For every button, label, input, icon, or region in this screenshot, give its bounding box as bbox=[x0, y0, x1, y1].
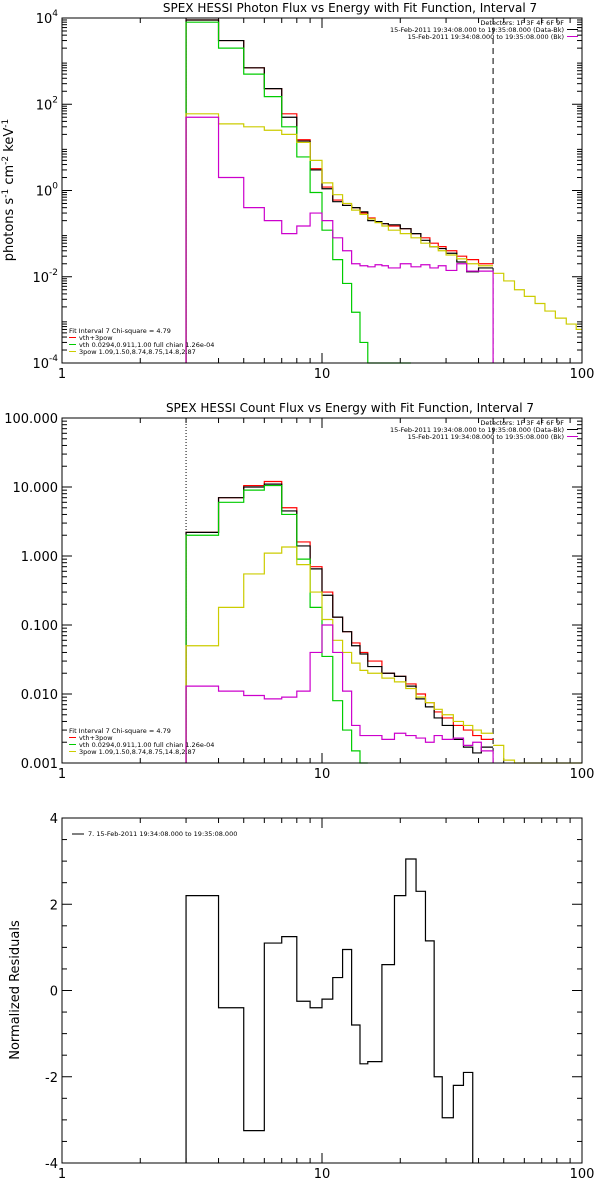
series-vth bbox=[185, 484, 368, 764]
plot-frame bbox=[61, 817, 583, 1164]
y-tick-label: 2 bbox=[50, 898, 58, 913]
panel-title: SPEX HESSI Photon Flux vs Energy with Fi… bbox=[163, 1, 537, 15]
plot-frame bbox=[61, 17, 583, 364]
y-tick-label: 0.001 bbox=[21, 757, 58, 772]
x-tick-label: 100 bbox=[570, 367, 595, 382]
series-vth-3pow bbox=[185, 480, 494, 763]
x-tick-label: 10 bbox=[314, 1167, 331, 1182]
series-3pow bbox=[185, 113, 494, 363]
y-tick-label: 10-4 bbox=[32, 354, 58, 372]
series-bk bbox=[185, 116, 494, 363]
y-tick-label: 10.000 bbox=[13, 481, 59, 496]
legend-entry: Detectors: 1F 3F 4F 6F 9F bbox=[480, 419, 564, 427]
series-3pow-extension bbox=[493, 272, 582, 331]
panel-title: SPEX HESSI Count Flux vs Energy with Fit… bbox=[166, 401, 534, 415]
plot-frame bbox=[61, 417, 583, 764]
y-tick-label: 100.000 bbox=[4, 412, 58, 427]
y-tick-label: 1.000 bbox=[21, 550, 58, 565]
legend-entry: 7. 15-Feb-2011 19:34:08.000 to 19:35:08.… bbox=[88, 830, 237, 838]
y-axis-label: Normalized Residuals bbox=[8, 920, 23, 1060]
series-vth bbox=[185, 21, 412, 364]
y-tick-label: 104 bbox=[36, 9, 59, 27]
photon-flux-panel: SPEX HESSI Photon Flux vs Energy with Fi… bbox=[1, 1, 594, 382]
legend-entry: Fit Interval 7 Chi-square = 4.79 bbox=[69, 727, 171, 735]
x-tick-label: 1 bbox=[58, 367, 66, 382]
y-axis-label: photons s-1 cm-2 keV-1 bbox=[1, 119, 17, 261]
series-data-bk bbox=[185, 483, 494, 763]
legend-entry: 15-Feb-2011 19:34:08.000 to 19:35:08.000… bbox=[408, 33, 564, 41]
residuals-panel: Normalized Residuals 1 10 100 4 2 0 -2 -4 7. 15… bbox=[8, 812, 594, 1182]
y-tick-label: 10-2 bbox=[32, 268, 58, 286]
y-tick-label: 102 bbox=[36, 95, 58, 113]
y-tick-label: 4 bbox=[50, 812, 58, 827]
legend-entry: Fit Interval 7 Chi-square = 4.79 bbox=[69, 327, 171, 335]
legend-entry: 15-Feb-2011 19:34:08.000 to 19:35:08.000… bbox=[390, 26, 564, 34]
x-tick-label: 1 bbox=[58, 1167, 66, 1182]
y-tick-label: 0.100 bbox=[21, 619, 58, 634]
series-3pow bbox=[185, 546, 494, 763]
y-tick-label: 0 bbox=[50, 985, 58, 1000]
x-tick-label: 10 bbox=[314, 767, 331, 782]
y-tick-label: 0.010 bbox=[21, 688, 58, 703]
series-residuals bbox=[185, 858, 474, 1163]
y-tick-label: -4 bbox=[45, 1157, 58, 1172]
legend-entry: Detectors: 1F 3F 4F 6F 9F bbox=[480, 19, 564, 27]
legend-entry: 3pow 1.09,1.50,8.74,8.75,14.8,2.87 bbox=[79, 748, 196, 756]
legend-entry: 15-Feb-2011 19:34:08.000 to 19:35:08.000… bbox=[408, 433, 564, 441]
series-data-bk bbox=[185, 19, 494, 363]
series-vth-3pow bbox=[185, 19, 494, 363]
x-tick-label: 1 bbox=[58, 767, 66, 782]
legend-entry: vth+3pow bbox=[79, 334, 113, 342]
y-tick-label: -2 bbox=[45, 1071, 58, 1086]
series-3pow-extension bbox=[493, 744, 582, 764]
legend-entry: vth 0.0294,0.911,1.00 full chian 1.26e-0… bbox=[79, 341, 214, 349]
legend-entry: vth+3pow bbox=[79, 734, 113, 742]
legend-entry: 3pow 1.09,1.50,8.74,8.75,14.8,2.87 bbox=[79, 348, 196, 356]
count-flux-panel: SPEX HESSI Count Flux vs Energy with Fit… bbox=[4, 401, 594, 782]
y-tick-label: 100 bbox=[36, 182, 59, 200]
legend-entry: 15-Feb-2011 19:34:08.000 to 19:35:08.000… bbox=[390, 426, 564, 434]
x-tick-label: 100 bbox=[570, 1167, 595, 1182]
series-bk bbox=[185, 624, 494, 763]
legend-entry: vth 0.0294,0.911,1.00 full chian 1.26e-0… bbox=[79, 741, 214, 749]
x-tick-label: 100 bbox=[570, 767, 595, 782]
x-tick-label: 10 bbox=[314, 367, 331, 382]
